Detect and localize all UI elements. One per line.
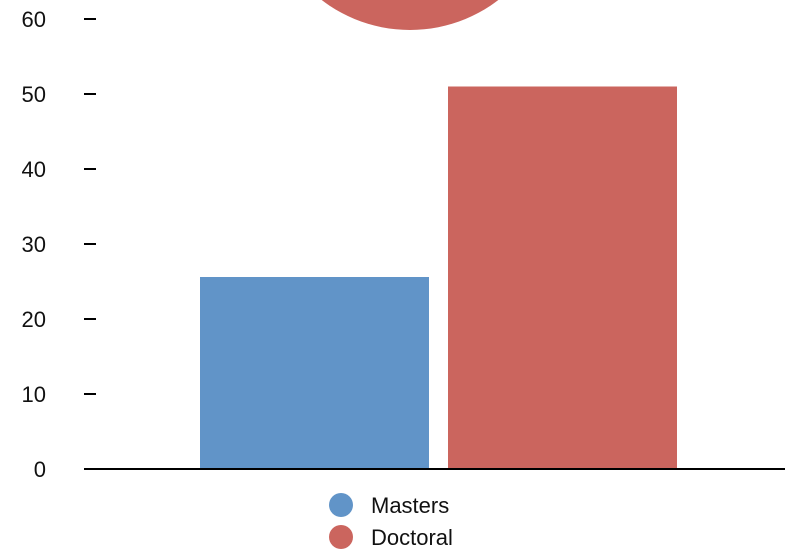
- y-tick-label: 40: [22, 157, 46, 182]
- legend-marker-masters: [329, 493, 353, 517]
- legend-marker-doctoral: [329, 525, 353, 549]
- legend: Masters Doctoral: [329, 493, 453, 550]
- bars: [200, 86, 677, 469]
- y-tick-label: 10: [22, 382, 46, 407]
- y-tick-label: 60: [22, 7, 46, 32]
- y-axis-ticks: 0 10 20 30 40 50 60: [22, 7, 96, 482]
- y-tick-label: 30: [22, 232, 46, 257]
- y-tick-label: 50: [22, 82, 46, 107]
- legend-label-masters: Masters: [371, 493, 449, 518]
- legend-label-doctoral: Doctoral: [371, 525, 453, 550]
- top-decorative-circle: [321, 0, 499, 30]
- decoration-layer: [321, 0, 499, 30]
- y-tick-label: 0: [34, 457, 46, 482]
- y-tick-label: 20: [22, 307, 46, 332]
- bar-masters: [200, 277, 429, 469]
- bar-doctoral: [448, 86, 677, 469]
